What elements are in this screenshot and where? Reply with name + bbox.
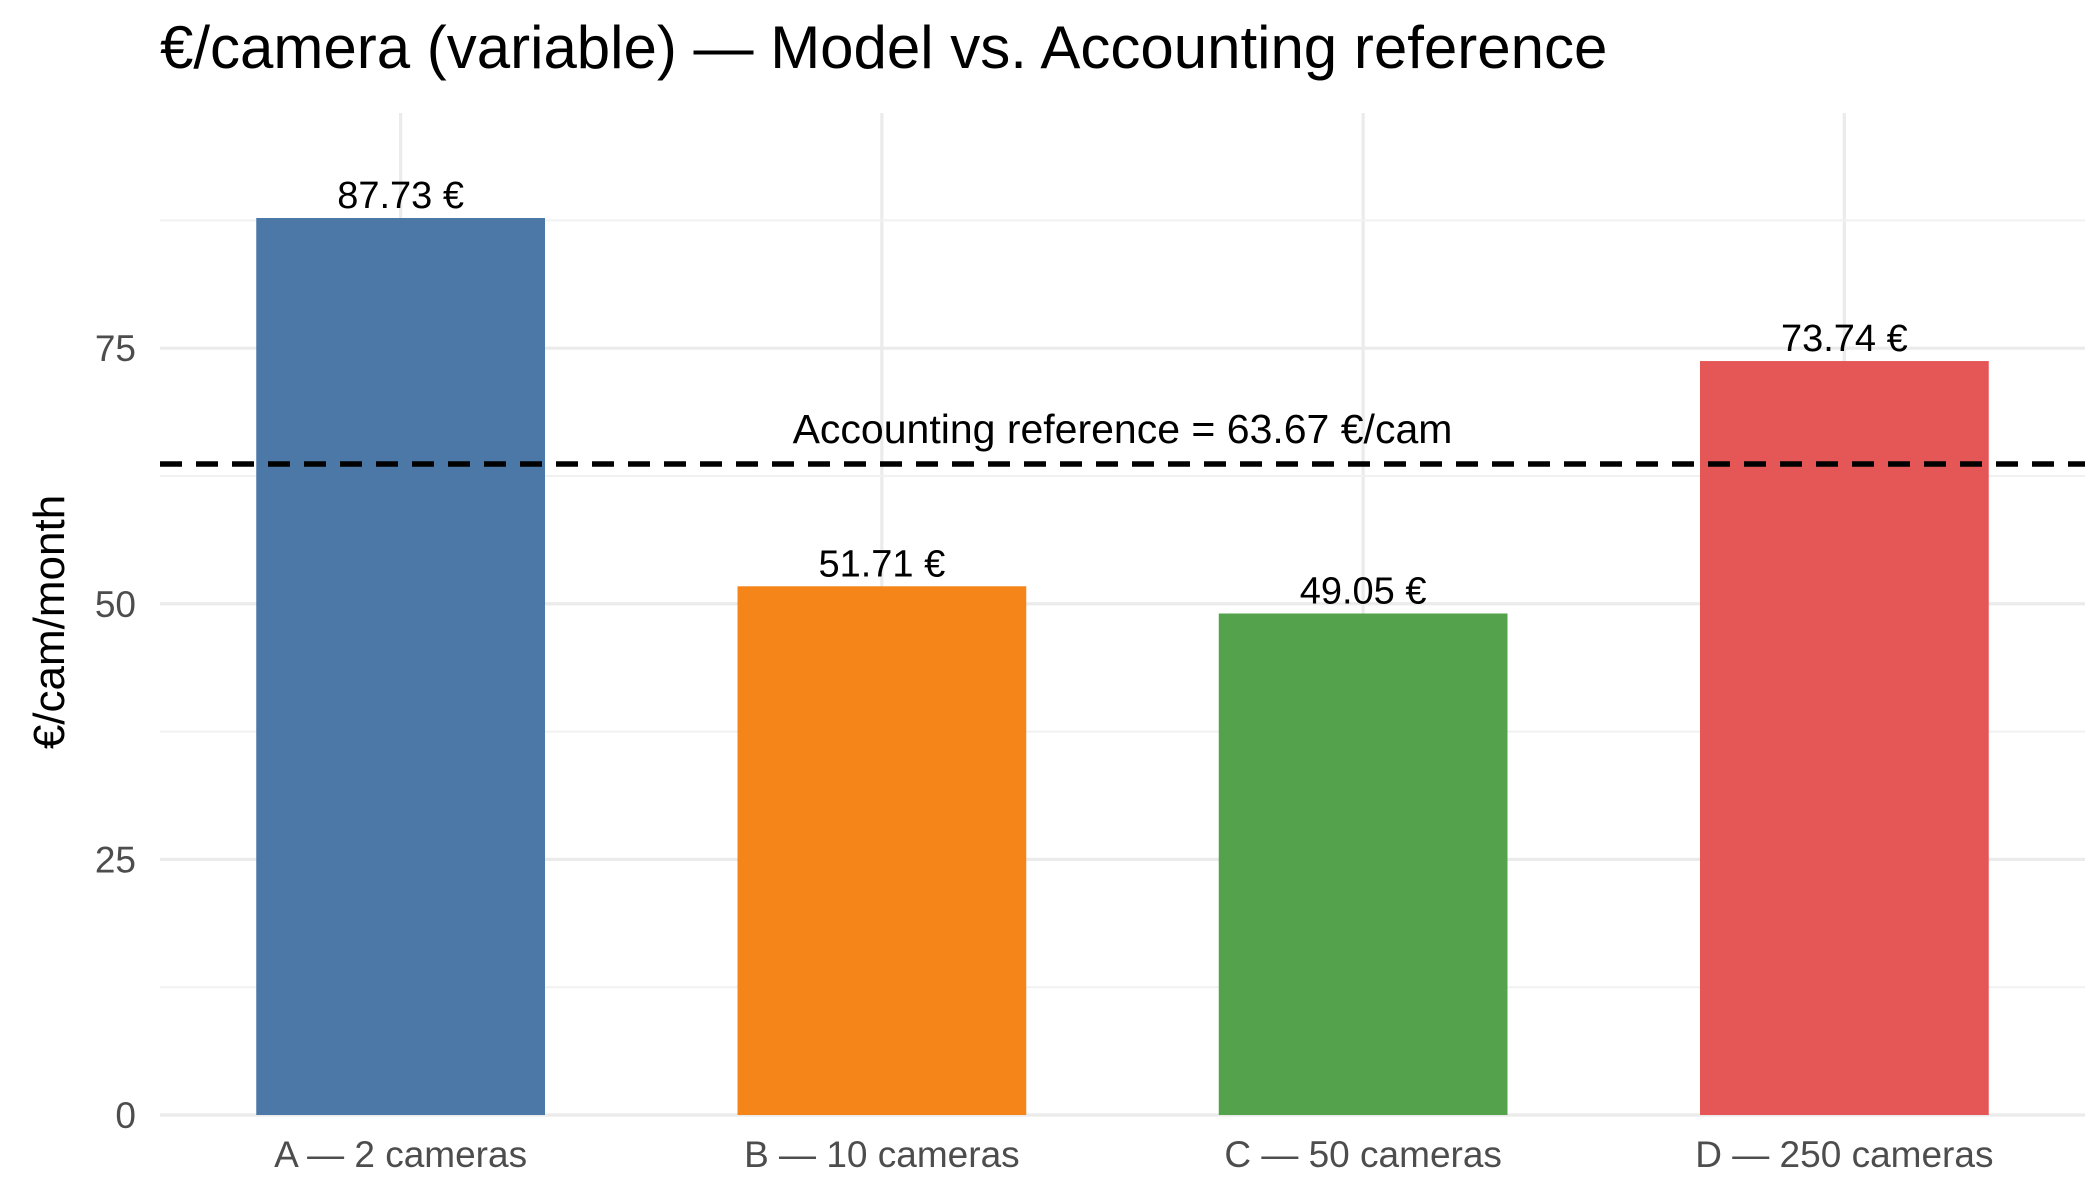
bar-value-label: 87.73 € <box>337 175 464 217</box>
x-tick-label: B — 10 cameras <box>744 1134 1020 1175</box>
y-tick-label: 0 <box>115 1095 136 1136</box>
x-axis-ticks: A — 2 cameras B — 10 cameras C — 50 camera… <box>274 1134 1993 1175</box>
bar-value-label: 51.71 € <box>818 543 945 585</box>
bar <box>256 218 545 1116</box>
bar-value-label: 73.74 € <box>1781 318 1908 360</box>
data-labels: 87.73 € 51.71 € 49.05 € 73.74 € <box>337 175 1908 612</box>
x-tick-label: D — 250 cameras <box>1695 1134 1993 1175</box>
bar <box>1700 361 1989 1115</box>
bar <box>737 586 1027 1115</box>
reference-line-group: Accounting reference = 63.67 €/cam <box>160 406 2085 467</box>
x-tick-label: A — 2 cameras <box>274 1134 527 1175</box>
y-axis-label: €/cam/month <box>25 495 74 749</box>
bars <box>256 218 1989 1116</box>
y-tick-label: 75 <box>95 328 136 369</box>
reference-line-label: Accounting reference = 63.67 €/cam <box>793 406 1453 452</box>
chart-title: €/camera (variable) — Model vs. Accounti… <box>160 14 1607 81</box>
bar <box>1218 613 1508 1115</box>
bar-value-label: 49.05 € <box>1300 570 1427 612</box>
x-tick-label: C — 50 cameras <box>1224 1134 1502 1175</box>
y-axis-ticks: 0 25 50 75 <box>95 328 136 1136</box>
y-tick-label: 50 <box>95 584 136 625</box>
y-tick-label: 25 <box>95 839 136 880</box>
